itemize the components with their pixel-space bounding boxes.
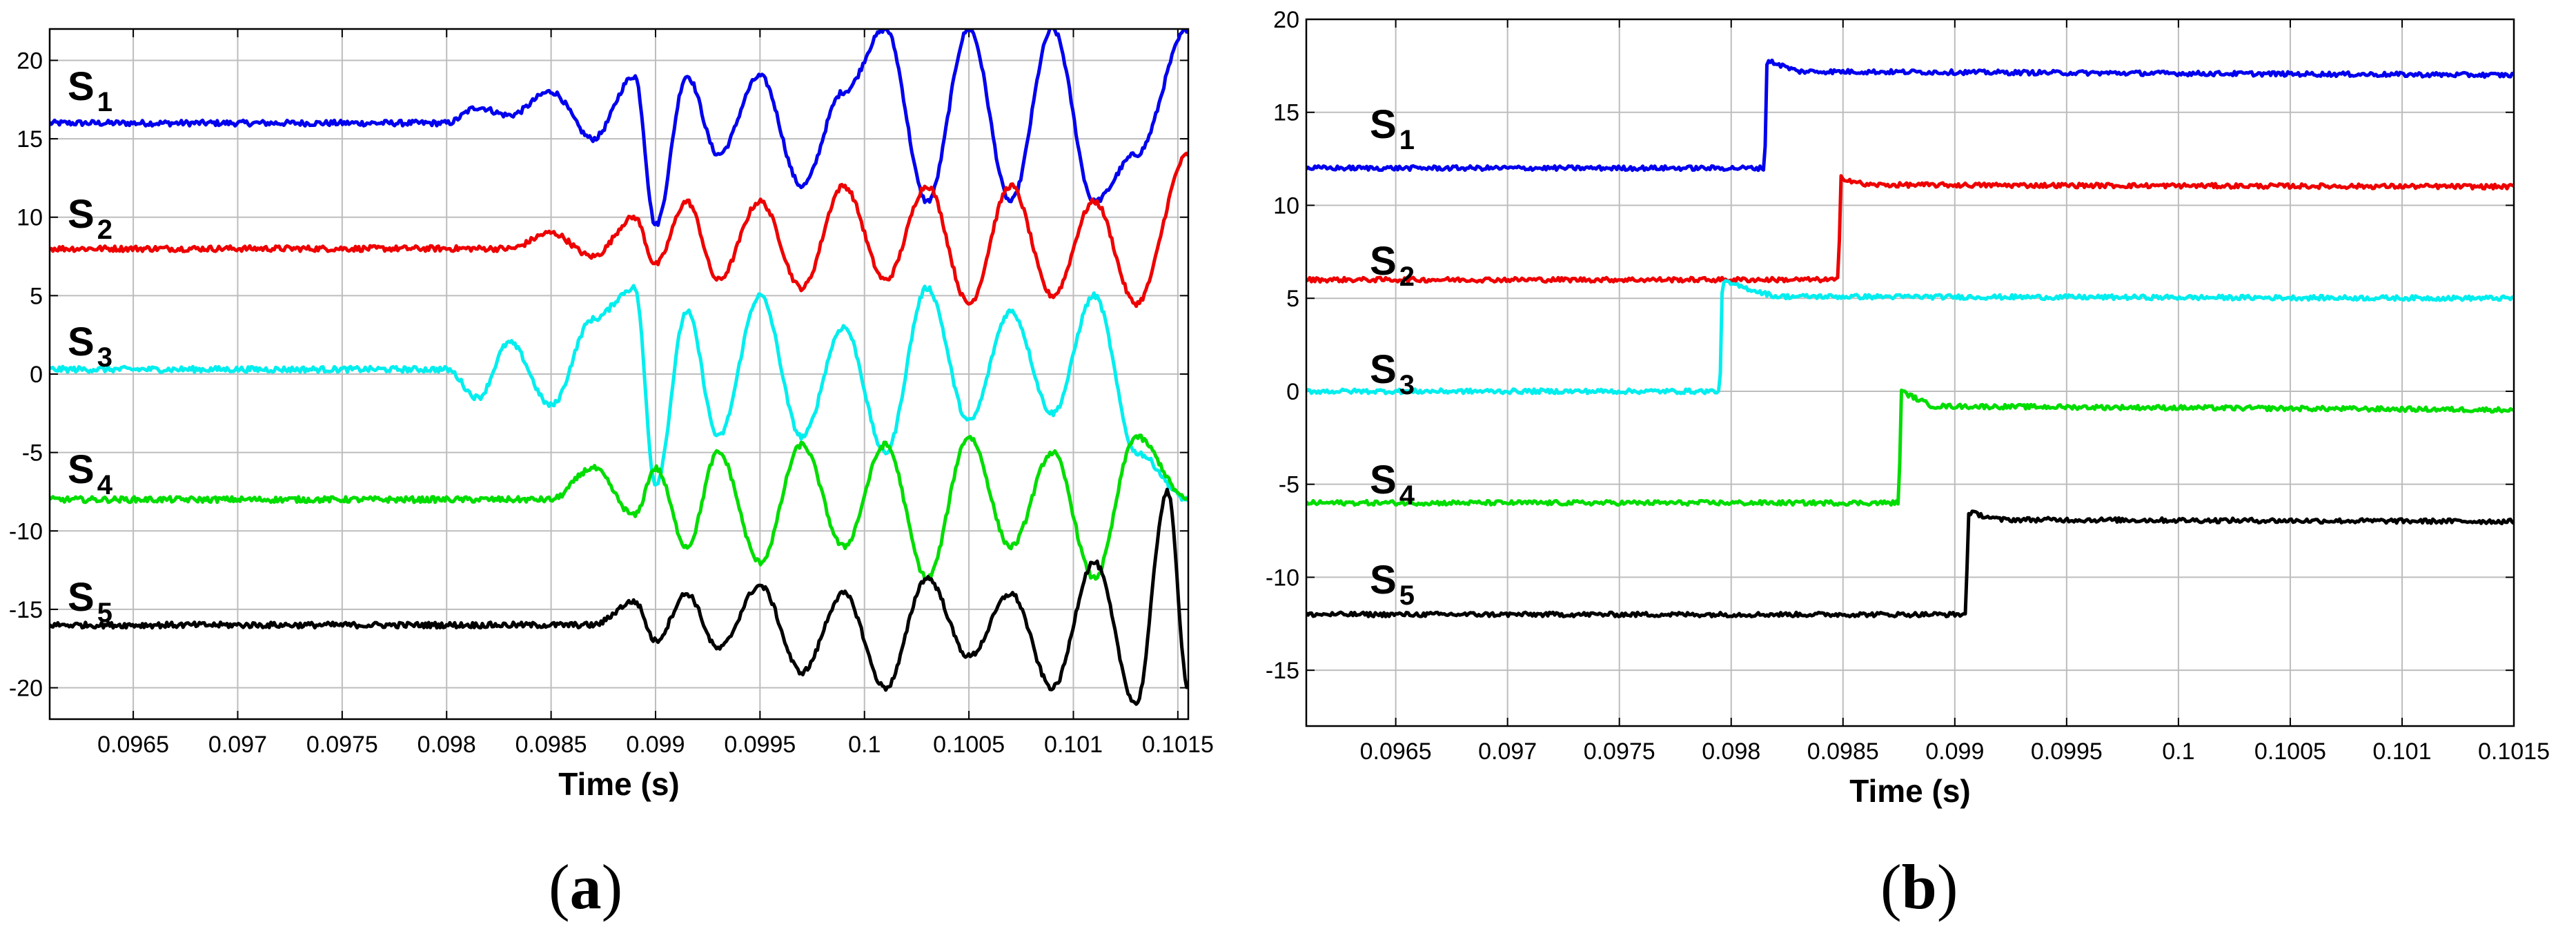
x-tick-label: 0.0985 bbox=[515, 732, 587, 758]
x-tick-label: 0.1 bbox=[848, 732, 881, 758]
y-tick-label: 10 bbox=[1273, 193, 1299, 219]
x-tick-label: 0.1015 bbox=[2478, 738, 2550, 765]
plot-frame bbox=[48, 28, 1190, 721]
x-tick-label: 0.099 bbox=[1925, 738, 1984, 765]
x-tick-label: 0.0985 bbox=[1807, 738, 1879, 765]
series-s5-line bbox=[50, 487, 1188, 706]
series-s4-line bbox=[50, 433, 1188, 581]
panel-label-b-close: ) bbox=[1936, 852, 1958, 922]
panel-label-a: (a) bbox=[549, 850, 622, 923]
y-tick-label: -5 bbox=[22, 440, 43, 467]
x-tick-label: 0.0995 bbox=[724, 732, 796, 758]
panel-label-a-open: ( bbox=[549, 852, 570, 922]
x-tick-label: 0.0965 bbox=[1360, 738, 1432, 765]
panel-label-a-close: ) bbox=[601, 852, 623, 922]
y-tick-label: -10 bbox=[9, 518, 43, 545]
x-tick-label: 0.101 bbox=[2372, 738, 2431, 765]
series-s3-line bbox=[1306, 279, 2514, 395]
chart-panel-a: S 1 S 2 S 3 S 4 S 5 0.0965 0.097 0.0975 0.098 0.0985 0.… bbox=[9, 28, 1214, 802]
series-s5-line bbox=[1306, 509, 2514, 618]
series-s2-line bbox=[50, 151, 1188, 309]
x-tick-label: 0.0975 bbox=[1584, 738, 1655, 765]
x-tick-label: 0.1 bbox=[2162, 738, 2194, 765]
x-tick-label: 0.097 bbox=[1478, 738, 1537, 765]
plot-area bbox=[1306, 19, 2514, 726]
series-s2-line bbox=[1306, 174, 2514, 284]
series-s1-line bbox=[50, 29, 1188, 227]
y-tick-label: 5 bbox=[30, 283, 43, 309]
series-s3-line bbox=[50, 284, 1188, 502]
chart-panel-b: S 1 S 2 S 3 S 4 S 5 0.0965 0.097 0.0975 0.098 0.0985 0.… bbox=[1266, 7, 2550, 809]
x-tick-label: 0.1005 bbox=[2254, 738, 2326, 765]
y-tick-label: 0 bbox=[30, 362, 43, 388]
x-axis-label: Time (s) bbox=[1849, 773, 1971, 809]
y-tick-label: 10 bbox=[17, 205, 43, 231]
y-tick-label: -10 bbox=[1266, 565, 1299, 591]
y-tick-label: 5 bbox=[1286, 286, 1299, 312]
x-tick-label: 0.1015 bbox=[1142, 732, 1214, 758]
series-s4-line bbox=[1306, 389, 2514, 507]
x-tick-label: 0.1005 bbox=[933, 732, 1005, 758]
x-tick-label: 0.097 bbox=[208, 732, 267, 758]
y-tick-label: 20 bbox=[1273, 7, 1299, 33]
x-tick-label: 0.098 bbox=[1702, 738, 1760, 765]
x-tick-label: 0.0995 bbox=[2031, 738, 2103, 765]
panel-label-a-letter: a bbox=[569, 852, 602, 922]
y-tick-label: 20 bbox=[17, 48, 43, 74]
x-tick-label: 0.101 bbox=[1044, 732, 1103, 758]
series-s1-line bbox=[1306, 58, 2514, 173]
panel-label-b: (b) bbox=[1880, 850, 1958, 923]
x-tick-label: 0.0965 bbox=[97, 732, 169, 758]
plot-frame bbox=[1305, 18, 2515, 727]
x-tick-label: 0.098 bbox=[417, 732, 476, 758]
x-tick-label: 0.099 bbox=[626, 732, 685, 758]
y-tick-label: -15 bbox=[1266, 658, 1299, 684]
y-tick-label: 15 bbox=[17, 126, 43, 153]
panel-label-b-letter: b bbox=[1901, 852, 1937, 922]
panel-label-b-open: ( bbox=[1880, 852, 1902, 922]
x-tick-label: 0.0975 bbox=[306, 732, 378, 758]
y-tick-label: 0 bbox=[1286, 379, 1299, 405]
y-tick-label: -20 bbox=[9, 676, 43, 702]
y-tick-label: -15 bbox=[9, 597, 43, 623]
y-tick-label: -5 bbox=[1279, 472, 1299, 498]
y-tick-label: 15 bbox=[1273, 100, 1299, 126]
x-axis-label: Time (s) bbox=[558, 766, 680, 802]
